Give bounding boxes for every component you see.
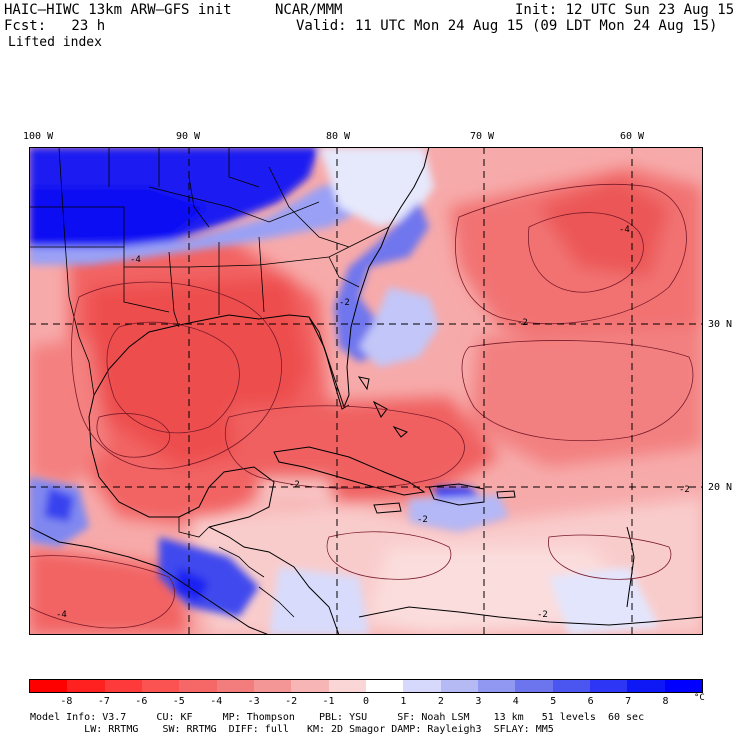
lon-label-80w: 80 W bbox=[326, 131, 351, 142]
legend-swatch bbox=[664, 680, 702, 692]
legend-swatch bbox=[253, 680, 292, 692]
contour-label: -2 bbox=[517, 318, 528, 328]
legend-tick-label: -2 bbox=[285, 696, 298, 707]
legend-swatch bbox=[365, 680, 404, 692]
coastlines bbox=[29, 147, 703, 635]
contour-label-group: -4 -2 -2 -4 -2 -4 -2 -2 -2 bbox=[56, 225, 690, 620]
legend-swatch bbox=[515, 680, 553, 692]
legend-tick-label: 6 bbox=[587, 696, 594, 707]
legend-tick-label: 1 bbox=[400, 696, 407, 707]
legend-tick-label: 3 bbox=[475, 696, 482, 707]
legend-unit: °C bbox=[694, 693, 705, 703]
lat-lon-grid bbox=[29, 147, 703, 635]
legend-tick-label: -5 bbox=[172, 696, 185, 707]
contour-label: -2 bbox=[679, 485, 690, 495]
contour-label: -2 bbox=[417, 515, 428, 525]
legend-tick-label: 7 bbox=[625, 696, 632, 707]
legend-swatch bbox=[627, 680, 665, 692]
contour-label: -4 bbox=[619, 225, 630, 235]
legend-swatch bbox=[552, 680, 590, 692]
model-info-line1: Model Info: V3.7 CU: KF MP: Thompson PBL… bbox=[30, 712, 645, 723]
legend-swatch bbox=[30, 680, 68, 692]
contour-label: -4 bbox=[130, 255, 141, 265]
model-title: HAIC–HIWC 13km ARW–GFS init bbox=[4, 2, 232, 18]
legend-tick-label: 8 bbox=[662, 696, 669, 707]
legend-tick-label: -7 bbox=[97, 696, 110, 707]
model-info-line2: LW: RRTMG SW: RRTMG DIFF: full KM: 2D Sm… bbox=[30, 724, 554, 735]
contour-label: -4 bbox=[56, 610, 67, 620]
legend-swatch bbox=[104, 680, 142, 692]
contour-label: -2 bbox=[537, 610, 548, 620]
field-name: Lifted index bbox=[8, 35, 102, 50]
lon-label-100w: 100 W bbox=[23, 131, 54, 142]
lat-label-20n: 20 N bbox=[708, 482, 733, 493]
lifted-index-map: -4 -2 -2 -4 -2 -4 -2 -2 -2 bbox=[29, 147, 703, 635]
forecast-hour: Fcst: 23 h bbox=[4, 18, 106, 34]
legend-swatch bbox=[291, 680, 329, 692]
legend-swatch bbox=[477, 680, 516, 692]
lon-label-70w: 70 W bbox=[470, 131, 495, 142]
color-legend bbox=[29, 679, 703, 693]
legend-swatch bbox=[440, 680, 478, 692]
lon-label-60w: 60 W bbox=[620, 131, 645, 142]
legend-swatch bbox=[403, 680, 441, 692]
valid-time: Valid: 11 UTC Mon 24 Aug 15 (09 LDT Mon … bbox=[296, 18, 718, 34]
legend-tick-label: -6 bbox=[135, 696, 148, 707]
legend-tick-label: 4 bbox=[512, 696, 519, 707]
legend-tick-label: -1 bbox=[322, 696, 335, 707]
legend-tick-label: 0 bbox=[362, 696, 370, 707]
legend-swatch bbox=[179, 680, 217, 692]
contour-label: -2 bbox=[289, 480, 300, 490]
map-frame bbox=[29, 147, 703, 635]
lon-label-90w: 90 W bbox=[176, 131, 201, 142]
legend-tick-label: -8 bbox=[60, 696, 73, 707]
lat-label-30n: 30 N bbox=[708, 319, 733, 330]
legend-swatch bbox=[589, 680, 628, 692]
legend-tick-label: 2 bbox=[437, 696, 444, 707]
legend-swatch bbox=[141, 680, 180, 692]
organization: NCAR/MMM bbox=[275, 2, 343, 18]
legend-swatch bbox=[67, 680, 105, 692]
legend-swatch bbox=[328, 680, 366, 692]
init-time: Init: 12 UTC Sun 23 Aug 15 bbox=[515, 2, 735, 18]
legend-tick-label: -3 bbox=[247, 696, 260, 707]
contour-lines bbox=[29, 183, 694, 629]
legend-tick-label: 5 bbox=[550, 696, 557, 707]
legend-swatch bbox=[216, 680, 254, 692]
contour-label: -2 bbox=[339, 298, 350, 308]
legend-tick-label: -4 bbox=[210, 696, 223, 707]
